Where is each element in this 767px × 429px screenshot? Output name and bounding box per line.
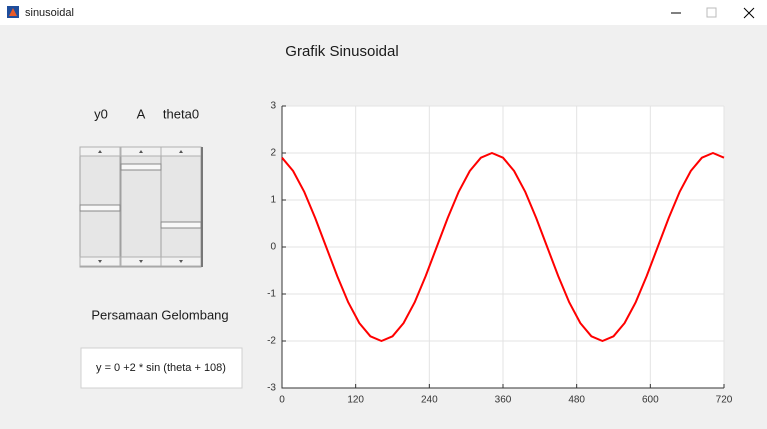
app-icon-glyph: [9, 8, 17, 16]
arrow-icon: [139, 260, 143, 263]
arrow-icon: [179, 260, 183, 263]
arrow-icon: [98, 260, 102, 263]
y-tick-label: 2: [270, 148, 276, 159]
y-tick-label: 3: [270, 101, 276, 112]
x-tick-label: 120: [347, 395, 364, 406]
x-tick-label: 720: [716, 395, 733, 406]
y-tick-label: -2: [267, 336, 276, 347]
y-tick-label: 0: [270, 242, 276, 253]
arrow-icon: [179, 150, 183, 153]
y-tick-label: -3: [267, 383, 276, 394]
slider-label: A: [137, 106, 146, 121]
slider-label: y0: [94, 106, 108, 121]
close-button[interactable]: [743, 7, 755, 19]
y-tick-label: 1: [270, 195, 276, 206]
x-tick-label: 600: [642, 395, 659, 406]
slider-label: theta0: [163, 106, 199, 121]
plot: -3 -2 -1 0 1 2 3 0 120 240 360 480 600 720: [267, 101, 733, 406]
slider-thumb[interactable]: [79, 204, 121, 212]
maximize-button[interactable]: [706, 7, 717, 18]
slider-thumb[interactable]: [160, 221, 202, 229]
x-tick-label: 240: [421, 395, 438, 406]
chart-title: Grafik Sinusoidal: [285, 43, 398, 60]
slider[interactable]: [160, 146, 202, 268]
x-tick-label: 360: [495, 395, 512, 406]
x-tick-label: 0: [279, 395, 285, 406]
equation-box: [80, 347, 243, 389]
window-title: sinusoidal: [25, 7, 74, 19]
arrow-icon: [139, 150, 143, 153]
y-tick-label: -1: [267, 289, 276, 300]
slider-thumb[interactable]: [120, 163, 162, 171]
title-bar: [0, 0, 767, 25]
sliders: [79, 146, 203, 268]
data-line: [281, 152, 725, 342]
arrow-icon: [98, 150, 102, 153]
equation-title: Persamaan Gelombang: [91, 307, 228, 322]
axes-frame: [281, 106, 724, 389]
equation-text: y = 0 +2 * sin (theta + 108): [96, 362, 226, 374]
x-tick-label: 480: [568, 395, 585, 406]
